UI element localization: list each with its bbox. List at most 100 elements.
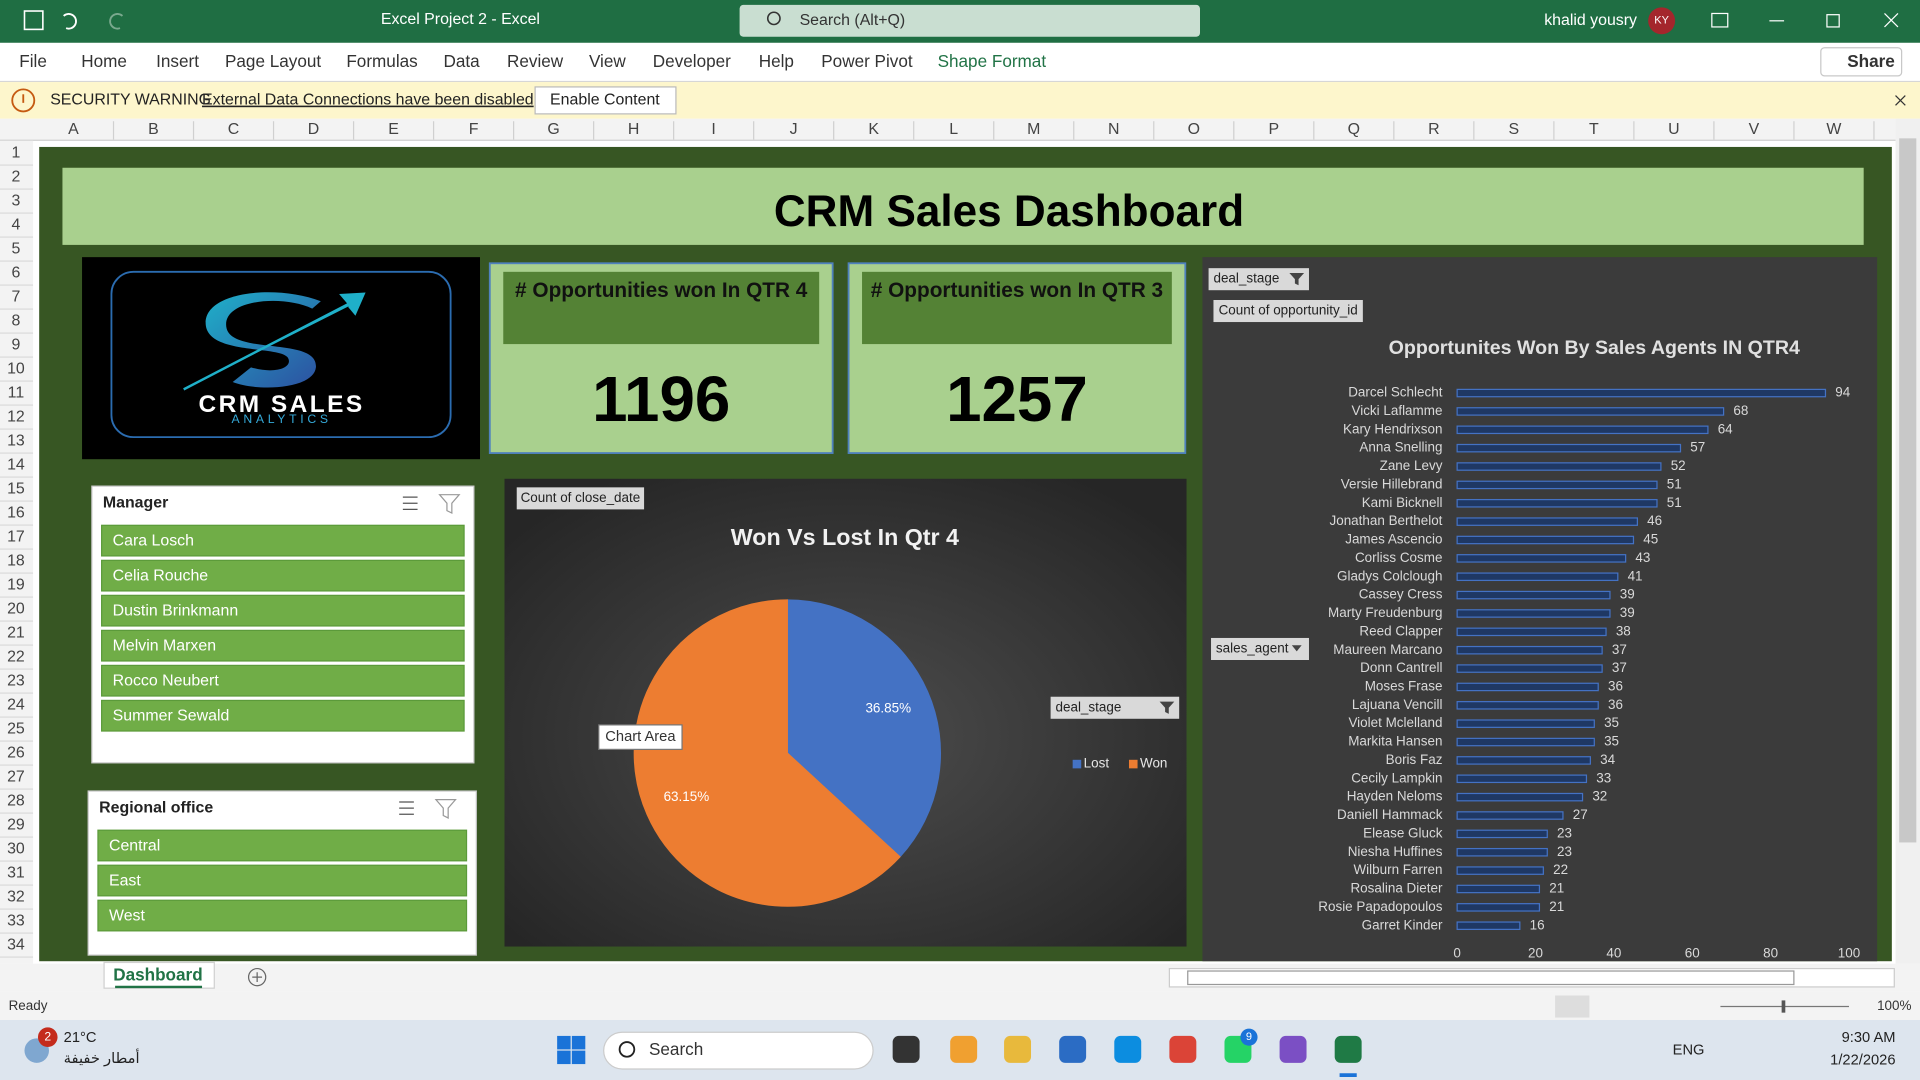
column-header[interactable]: J — [790, 121, 798, 138]
clear-filter-icon[interactable] — [434, 798, 457, 819]
column-header[interactable]: A — [68, 121, 79, 138]
column-header[interactable]: Q — [1348, 121, 1360, 138]
slicer-item[interactable] — [101, 629, 465, 662]
ribbon-tab[interactable]: Formulas — [346, 51, 417, 71]
ribbon-tab[interactable]: Insert — [156, 51, 199, 71]
column-header[interactable]: H — [628, 121, 640, 138]
row-header[interactable]: 3 — [11, 192, 20, 209]
row-header[interactable]: 27 — [7, 768, 25, 785]
row-header[interactable]: 1 — [11, 144, 20, 161]
ribbon-tab[interactable]: Developer — [653, 51, 731, 71]
vertical-scroll-thumb[interactable] — [1899, 138, 1917, 843]
taskbar-app[interactable] — [1114, 1035, 1142, 1063]
row-header[interactable]: 9 — [11, 336, 20, 353]
row-header[interactable]: 23 — [7, 672, 25, 689]
row-header[interactable]: 14 — [7, 456, 25, 473]
taskbar-app[interactable] — [1334, 1035, 1362, 1063]
column-header[interactable]: N — [1108, 121, 1120, 138]
column-header[interactable]: S — [1509, 121, 1520, 138]
taskbar-app[interactable] — [1059, 1035, 1087, 1063]
row-header[interactable]: 18 — [7, 552, 25, 569]
clear-filter-icon[interactable] — [438, 494, 461, 515]
restore-button[interactable] — [1826, 14, 1840, 28]
taskbar-app[interactable] — [950, 1035, 978, 1063]
slicer-item[interactable] — [97, 829, 468, 862]
column-header[interactable]: T — [1589, 121, 1599, 138]
share-button[interactable] — [1820, 47, 1903, 77]
row-header[interactable]: 2 — [11, 168, 20, 185]
slicer-item[interactable] — [101, 664, 465, 697]
slicer-item[interactable] — [101, 699, 465, 732]
search-box[interactable] — [739, 4, 1200, 37]
enable-content-button[interactable] — [534, 86, 677, 115]
multi-select-icon[interactable] — [402, 496, 418, 510]
field-button[interactable] — [516, 487, 645, 510]
ribbon-tab[interactable]: Home — [81, 51, 127, 71]
sheet-tab[interactable] — [103, 961, 215, 989]
column-header[interactable]: G — [547, 121, 559, 138]
taskbar-app[interactable] — [1004, 1035, 1032, 1063]
security-close[interactable] — [1895, 95, 1906, 106]
taskbar-app[interactable] — [892, 1035, 920, 1063]
row-header[interactable]: 4 — [11, 216, 20, 233]
zoom-thumb[interactable] — [1781, 1000, 1786, 1013]
ribbon-display-icon[interactable] — [1711, 12, 1729, 28]
row-header[interactable]: 26 — [7, 744, 25, 761]
column-header[interactable]: V — [1749, 121, 1760, 138]
slicer-item[interactable] — [101, 524, 465, 557]
row-header[interactable]: 24 — [7, 696, 25, 713]
column-header[interactable]: P — [1268, 121, 1279, 138]
taskbar-app[interactable] — [1279, 1035, 1307, 1063]
row-header[interactable]: 25 — [7, 720, 25, 737]
row-header[interactable]: 21 — [7, 624, 25, 641]
ribbon-tab[interactable]: Review — [507, 51, 564, 71]
column-header[interactable]: M — [1027, 121, 1040, 138]
row-header[interactable]: 29 — [7, 816, 25, 833]
row-header[interactable]: 8 — [11, 312, 20, 329]
slicer-item[interactable] — [101, 559, 465, 592]
row-header[interactable]: 12 — [7, 408, 25, 425]
column-header[interactable]: R — [1428, 121, 1440, 138]
row-header[interactable]: 34 — [7, 936, 25, 953]
start-button[interactable] — [557, 1035, 571, 1050]
row-header[interactable]: 11 — [8, 384, 25, 401]
legend-filter-button[interactable] — [1050, 696, 1180, 719]
row-header[interactable]: 33 — [7, 912, 25, 929]
ribbon-tab[interactable]: Help — [759, 51, 794, 71]
new-sheet-button[interactable] — [247, 967, 267, 987]
row-header[interactable]: 7 — [11, 288, 20, 305]
slicer-item[interactable] — [97, 864, 468, 897]
ribbon-tab[interactable]: View — [589, 51, 626, 71]
row-header[interactable]: 10 — [7, 360, 25, 377]
row-header[interactable]: 19 — [7, 576, 25, 593]
column-header[interactable]: B — [148, 121, 159, 138]
row-header[interactable]: 15 — [7, 480, 25, 497]
row-header[interactable]: 17 — [7, 528, 25, 545]
taskbar-search[interactable] — [603, 1031, 874, 1070]
start-button[interactable] — [571, 1050, 586, 1065]
row-header[interactable]: 22 — [7, 648, 25, 665]
column-header[interactable]: F — [469, 121, 479, 138]
close-button[interactable] — [1884, 13, 1899, 28]
column-header[interactable]: I — [711, 121, 715, 138]
row-header[interactable]: 5 — [11, 240, 20, 257]
input-language[interactable]: ENG — [1673, 1042, 1705, 1058]
start-button[interactable] — [571, 1035, 586, 1050]
ribbon-tab[interactable]: Shape Format — [938, 51, 1047, 71]
column-header[interactable]: E — [388, 121, 399, 138]
ribbon-tab[interactable]: Data — [444, 51, 481, 71]
normal-view-button[interactable] — [1555, 995, 1590, 1018]
row-header[interactable]: 31 — [7, 864, 25, 881]
row-header[interactable]: 13 — [7, 432, 25, 449]
column-header[interactable]: U — [1668, 121, 1680, 138]
row-header[interactable]: 32 — [7, 888, 25, 905]
row-header[interactable]: 6 — [11, 264, 20, 281]
axis-field-button[interactable] — [1211, 637, 1309, 660]
slicer-item[interactable] — [97, 899, 468, 932]
row-header[interactable]: 30 — [7, 840, 25, 857]
row-header[interactable]: 20 — [7, 600, 25, 617]
horizontal-scroll-thumb[interactable] — [1187, 970, 1795, 986]
taskbar-app[interactable] — [1169, 1035, 1197, 1063]
slicer-item[interactable] — [101, 594, 465, 627]
ribbon-tab[interactable]: Page Layout — [225, 51, 321, 71]
